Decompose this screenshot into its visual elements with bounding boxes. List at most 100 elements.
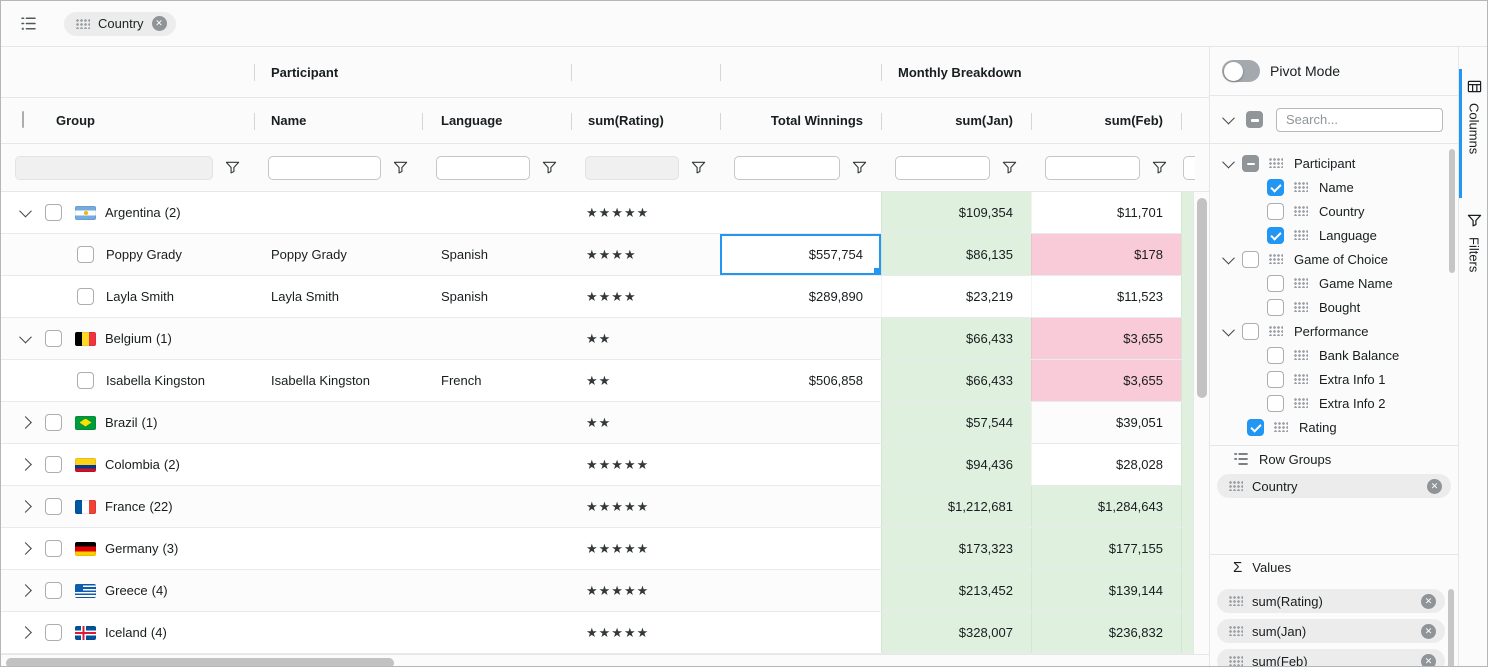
checkbox[interactable]: [1247, 418, 1264, 436]
row-checkbox[interactable]: [77, 246, 94, 263]
rating-cell[interactable]: ★★★★: [571, 234, 720, 275]
tree-item-language[interactable]: Language: [1210, 223, 1458, 247]
checkbox[interactable]: [1267, 274, 1284, 292]
rating-cell[interactable]: ★★: [571, 360, 720, 401]
jan-cell[interactable]: $86,135: [881, 234, 1031, 275]
header-name[interactable]: Name: [271, 113, 307, 128]
search-input[interactable]: [1276, 107, 1443, 132]
group-header-monthly-breakdown[interactable]: Monthly Breakdown: [898, 64, 1022, 80]
chevron-down-icon[interactable]: [19, 330, 32, 344]
filter-icon[interactable]: [1002, 160, 1017, 175]
close-icon[interactable]: ✕: [1427, 478, 1442, 494]
filter-icon[interactable]: [852, 160, 867, 175]
grip-icon[interactable]: [1274, 422, 1288, 432]
close-icon[interactable]: ✕: [1421, 593, 1436, 609]
value-chip-sum-feb[interactable]: sum(Feb) ✕: [1217, 649, 1445, 666]
values-scrollbar-thumb[interactable]: [1448, 589, 1454, 666]
group-cell[interactable]: Greece (4): [1, 570, 254, 611]
grip-icon[interactable]: [1294, 374, 1308, 384]
grip-icon[interactable]: [1229, 656, 1243, 666]
feb-cell[interactable]: $3,655: [1031, 318, 1181, 359]
vertical-scrollbar-thumb[interactable]: [1197, 198, 1207, 398]
feb-cell[interactable]: $139,144: [1031, 570, 1181, 611]
jan-cell[interactable]: $213,452: [881, 570, 1031, 611]
horizontal-scrollbar-thumb[interactable]: [6, 658, 394, 666]
feb-cell[interactable]: $39,051: [1031, 402, 1181, 443]
select-all-columns-checkbox[interactable]: [1246, 111, 1263, 128]
feb-cell[interactable]: $11,523: [1031, 276, 1181, 317]
pivot-mode-toggle[interactable]: [1222, 60, 1260, 82]
rating-cell[interactable]: ★★★★★: [571, 570, 720, 611]
selected-cell[interactable]: $557,754: [720, 234, 881, 275]
grip-icon[interactable]: [1229, 626, 1243, 636]
filter-icon[interactable]: [1152, 160, 1167, 175]
jan-cell[interactable]: $109,354: [881, 192, 1031, 233]
chevron-down-icon[interactable]: [1222, 251, 1235, 264]
feb-cell[interactable]: $236,832: [1031, 612, 1181, 653]
chevron-down-icon[interactable]: [1222, 111, 1235, 125]
tab-columns[interactable]: Columns: [1459, 79, 1487, 154]
checkbox[interactable]: [1267, 178, 1284, 196]
group-cell[interactable]: Brazil (1): [1, 402, 254, 443]
row-checkbox[interactable]: [45, 204, 62, 221]
grip-icon[interactable]: [1269, 158, 1283, 168]
feb-cell[interactable]: $28,028: [1031, 444, 1181, 485]
close-icon[interactable]: ✕: [151, 16, 167, 31]
grip-icon[interactable]: [1294, 182, 1308, 192]
filter-input-jan[interactable]: [895, 155, 990, 180]
filter-icon[interactable]: [225, 160, 240, 175]
group-cell[interactable]: France (22): [1, 486, 254, 527]
tree-item-extra-info-1[interactable]: Extra Info 1: [1210, 367, 1458, 391]
row-checkbox[interactable]: [45, 498, 62, 515]
jan-cell[interactable]: $23,219: [881, 276, 1031, 317]
rating-cell[interactable]: ★★: [571, 402, 720, 443]
feb-cell[interactable]: $177,155: [1031, 528, 1181, 569]
rating-cell[interactable]: ★★★★★: [571, 612, 720, 653]
chevron-right-icon[interactable]: [19, 626, 32, 639]
tree-item-rating[interactable]: Rating: [1210, 415, 1458, 439]
rating-cell[interactable]: ★★★★: [571, 276, 720, 317]
checkbox[interactable]: [1242, 154, 1259, 172]
rating-cell[interactable]: ★★★★★: [571, 192, 720, 233]
tree-item-participant[interactable]: Participant: [1210, 151, 1458, 175]
checkbox[interactable]: [1267, 394, 1284, 412]
group-chip-country[interactable]: Country ✕: [64, 11, 176, 36]
grip-icon[interactable]: [1294, 230, 1308, 240]
header-group[interactable]: Group: [56, 113, 95, 128]
tree-item-game-of-choice[interactable]: Game of Choice: [1210, 247, 1458, 271]
jan-cell[interactable]: $173,323: [881, 528, 1031, 569]
jan-cell[interactable]: $66,433: [881, 318, 1031, 359]
group-cell[interactable]: Iceland (4): [1, 612, 254, 653]
row-group-chip-country[interactable]: Country ✕: [1217, 474, 1451, 498]
tree-item-bank-balance[interactable]: Bank Balance: [1210, 343, 1458, 367]
tree-item-name[interactable]: Name: [1210, 175, 1458, 199]
jan-cell[interactable]: $57,544: [881, 402, 1031, 443]
filter-icon[interactable]: [393, 160, 408, 175]
row-checkbox[interactable]: [45, 624, 62, 641]
checkbox[interactable]: [1267, 298, 1284, 316]
row-checkbox[interactable]: [45, 456, 62, 473]
chevron-down-icon[interactable]: [19, 204, 32, 218]
jan-cell[interactable]: $328,007: [881, 612, 1031, 653]
group-cell[interactable]: Poppy Grady: [1, 234, 254, 275]
checkbox[interactable]: [1267, 202, 1284, 220]
checkbox[interactable]: [1267, 370, 1284, 388]
filter-input-language[interactable]: [436, 155, 530, 180]
chevron-down-icon[interactable]: [1222, 155, 1235, 168]
jan-cell[interactable]: $1,212,681: [881, 486, 1031, 527]
row-checkbox[interactable]: [45, 582, 62, 599]
header-sum-rating[interactable]: sum(Rating): [588, 113, 664, 128]
tree-item-country[interactable]: Country: [1210, 199, 1458, 223]
feb-cell[interactable]: $3,655: [1031, 360, 1181, 401]
filter-icon[interactable]: [691, 160, 706, 175]
grip-icon[interactable]: [1294, 302, 1308, 312]
filter-input-feb[interactable]: [1045, 155, 1140, 180]
close-icon[interactable]: ✕: [1421, 653, 1436, 666]
close-icon[interactable]: ✕: [1421, 623, 1436, 639]
row-checkbox[interactable]: [45, 414, 62, 431]
row-checkbox[interactable]: [45, 540, 62, 557]
header-sum-jan[interactable]: sum(Jan): [955, 113, 1013, 128]
chevron-right-icon[interactable]: [19, 458, 32, 471]
grip-icon[interactable]: [76, 18, 90, 29]
grip-icon[interactable]: [1294, 350, 1308, 360]
